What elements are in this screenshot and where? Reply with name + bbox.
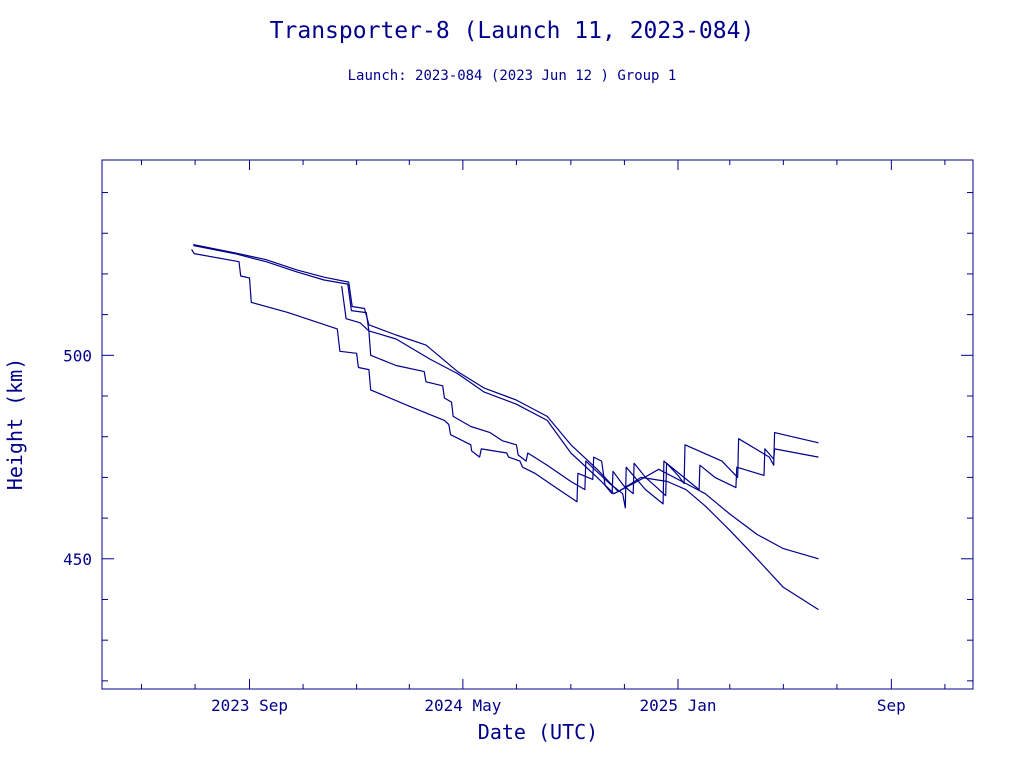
x-tick-label: Sep (877, 696, 906, 715)
x-tick-label: 2025 Jan (639, 696, 716, 715)
plot-frame (101, 159, 974, 690)
chart-subtitle: Launch: 2023-084 (2023 Jun 12 ) Group 1 (348, 68, 677, 84)
chart-title: Transporter-8 (Launch 11, 2023-084) (270, 18, 755, 44)
series-lines (191, 244, 819, 611)
series-line-1 (193, 244, 819, 611)
y-tick-label: 450 (63, 550, 92, 569)
x-tick-label: 2024 May (424, 696, 501, 715)
x-axis-label: Date (UTC) (478, 720, 598, 744)
series-line-4 (341, 286, 819, 509)
y-tick-label: 500 (63, 346, 92, 365)
series-line-3 (191, 249, 819, 503)
series-line-2 (193, 244, 819, 560)
axis-ticks (102, 160, 973, 689)
x-tick-label: 2023 Sep (211, 696, 288, 715)
tick-labels: 2023 Sep 2024 May 2025 Jan Sep 450 500 (63, 346, 906, 715)
y-axis-label: Height (km) (3, 358, 27, 490)
